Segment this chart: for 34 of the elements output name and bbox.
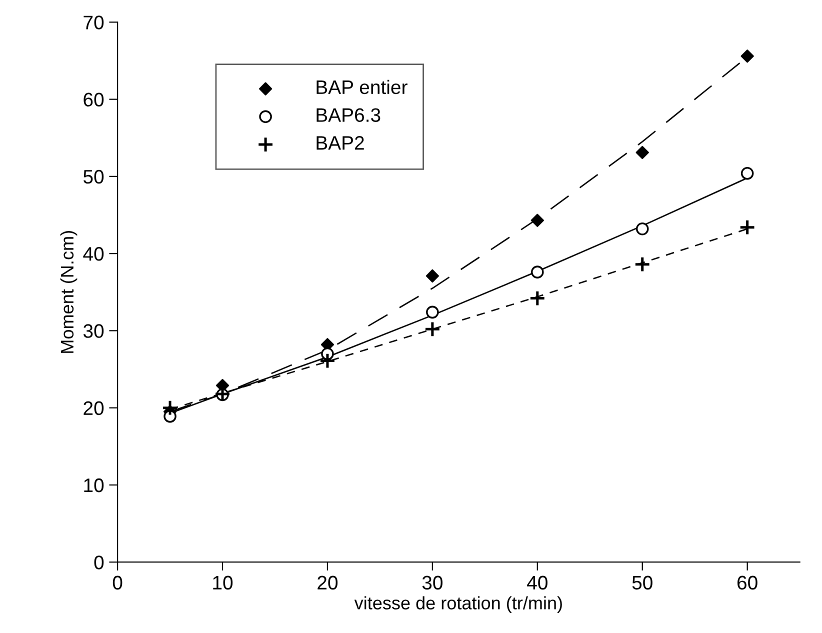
- x-tick-label: 30: [422, 576, 442, 590]
- y-tick-label: 10: [84, 478, 104, 492]
- point: [634, 256, 651, 273]
- x-axis-title: vitesse de rotation (tr/min): [354, 596, 562, 614]
- x-tick-label: 40: [527, 576, 548, 590]
- y-tick-label: 70: [84, 16, 104, 30]
- y-tick-label: 60: [84, 92, 104, 107]
- point: [636, 222, 649, 236]
- y-tick-label: 40: [83, 247, 104, 261]
- legend-label: BAP6.3: [316, 108, 380, 122]
- x-tick-label: 50: [632, 576, 652, 590]
- point: [636, 146, 649, 160]
- legend-label: BAP entier: [316, 80, 408, 94]
- point: [426, 269, 440, 283]
- legend-label: BAP2: [316, 136, 364, 150]
- x-tick-label: 10: [213, 576, 233, 590]
- point: [531, 266, 544, 278]
- y-tick-label: 50: [84, 170, 104, 184]
- y-axis-title: Moment (N.cm): [60, 231, 78, 353]
- point: [529, 290, 546, 306]
- x-tick-label: 20: [318, 576, 338, 590]
- point: [424, 320, 441, 338]
- x-tick-label: 0: [112, 576, 122, 590]
- y-tick-label: 30: [83, 324, 104, 338]
- point: [530, 214, 544, 227]
- point: [319, 352, 336, 369]
- point: [426, 306, 439, 319]
- x-tick-label: 60: [738, 576, 758, 590]
- point: [740, 166, 754, 180]
- y-tick-label: 0: [94, 556, 104, 570]
- point: [740, 50, 754, 63]
- point: [162, 400, 178, 416]
- point: [739, 219, 756, 236]
- y-tick-label: 20: [84, 401, 104, 416]
